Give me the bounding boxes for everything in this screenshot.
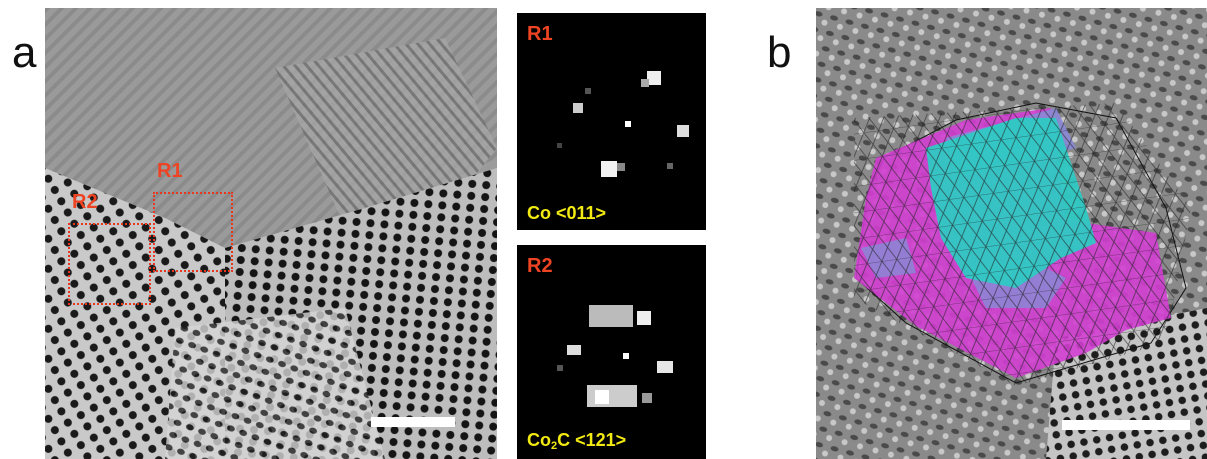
panel-a-letter: a	[12, 28, 37, 77]
roi-box-r2	[68, 223, 151, 305]
model-overlay-svg	[816, 8, 1207, 459]
fft-r1-caption: Co <011>	[527, 203, 607, 223]
model-overlay-image	[816, 8, 1207, 459]
panel-b-letter: b	[767, 28, 792, 77]
hrtem-image: R1 R2	[45, 8, 497, 459]
fft-r1-title: R1	[527, 23, 553, 45]
fft-r1-spots	[557, 71, 689, 177]
scale-bar-b	[1062, 420, 1190, 430]
roi-label-r2: R2	[72, 191, 98, 213]
scale-bar-a	[371, 417, 455, 427]
hrtem-image-svg	[45, 8, 497, 459]
fft-r2-title: R2	[527, 255, 553, 277]
roi-label-r1: R1	[157, 160, 183, 182]
roi-box-r1	[153, 192, 233, 272]
fft-r2-spots	[557, 305, 673, 407]
fft-inset-r1: R1 Co <011>	[517, 13, 706, 230]
fft-r2-caption: Co2C <121>	[527, 430, 627, 452]
fft-inset-r2: R2 Co2C <121>	[517, 245, 706, 459]
